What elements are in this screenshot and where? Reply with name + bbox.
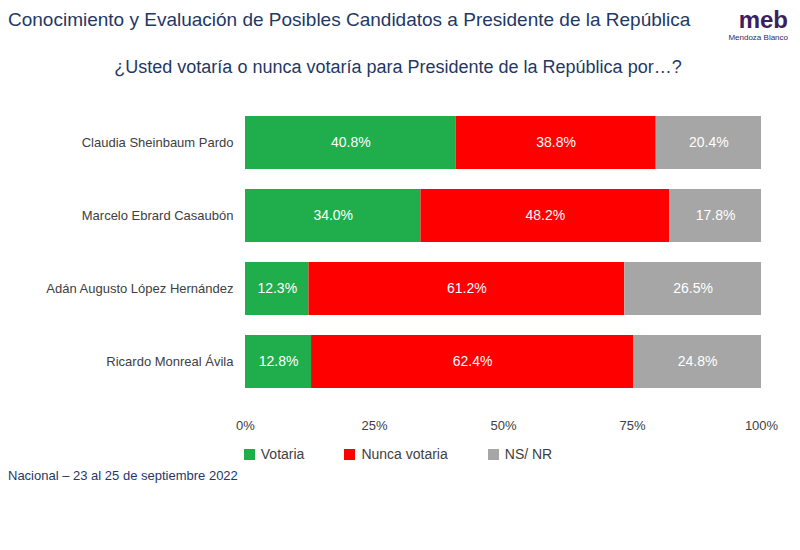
svg-text:Ricardo Monreal Ávila: Ricardo Monreal Ávila [106, 354, 234, 369]
svg-text:25%: 25% [361, 418, 387, 433]
svg-text:50%: 50% [490, 418, 516, 433]
svg-text:40.8%: 40.8% [331, 134, 371, 150]
svg-text:0%: 0% [236, 418, 255, 433]
html-text:Nunca votaria: Nunca votaria [361, 446, 448, 462]
svg-text:34.0%: 34.0% [313, 207, 353, 223]
html-text:Nacional – 23 al 25 de septiem: Nacional – 23 al 25 de septiembre 2022 [8, 468, 238, 483]
html-text:Mendoza Blanco: Mendoza Blanco [728, 33, 788, 42]
svg-text:75%: 75% [619, 418, 645, 433]
html-text:¿Usted votaría o nunca votaría: ¿Usted votaría o nunca votaría para Pres… [114, 57, 682, 77]
svg-text:26.5%: 26.5% [673, 280, 713, 296]
html-text:meb: meb [738, 6, 788, 33]
html-text:Conocimiento y Evaluación de P: Conocimiento y Evaluación de Posibles Ca… [8, 9, 691, 30]
svg-text:62.4%: 62.4% [453, 353, 493, 369]
svg-text:20.4%: 20.4% [689, 134, 729, 150]
svg-text:12.8%: 12.8% [259, 353, 299, 369]
svg-text:100%: 100% [745, 418, 779, 433]
svg-text:48.2%: 48.2% [525, 207, 565, 223]
svg-text:24.8%: 24.8% [678, 353, 718, 369]
html-text:Votaria: Votaria [260, 446, 305, 462]
svg-text:Marcelo Ebrard Casaubón: Marcelo Ebrard Casaubón [82, 208, 234, 223]
html-text:NS/ NR: NS/ NR [504, 446, 553, 462]
svg-text:Adán Augusto López Hernández: Adán Augusto López Hernández [46, 281, 233, 296]
svg-text:12.3%: 12.3% [257, 280, 297, 296]
svg-text:38.8%: 38.8% [536, 134, 576, 150]
svg-text:17.8%: 17.8% [696, 207, 736, 223]
svg-text:61.2%: 61.2% [447, 280, 487, 296]
svg-text:Claudia Sheinbaum Pardo: Claudia Sheinbaum Pardo [82, 135, 234, 150]
